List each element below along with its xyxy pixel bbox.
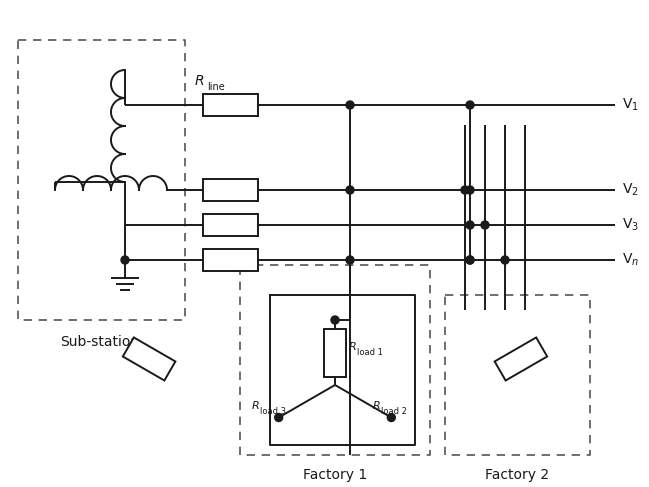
- Text: R: R: [373, 401, 381, 411]
- Bar: [202, 214, 258, 236]
- Circle shape: [466, 221, 474, 229]
- Circle shape: [466, 256, 474, 264]
- Circle shape: [466, 256, 474, 264]
- Text: V$_n$: V$_n$: [622, 252, 639, 268]
- Circle shape: [461, 186, 469, 194]
- Circle shape: [501, 256, 509, 264]
- Text: line: line: [207, 82, 225, 92]
- Text: load 3: load 3: [260, 407, 286, 416]
- Text: Sub-station: Sub-station: [60, 335, 140, 349]
- Bar: [202, 179, 258, 201]
- Circle shape: [346, 186, 354, 194]
- Text: V$_2$: V$_2$: [622, 182, 639, 198]
- Circle shape: [387, 413, 395, 422]
- Circle shape: [346, 256, 354, 264]
- Circle shape: [346, 101, 354, 109]
- Circle shape: [481, 221, 489, 229]
- Circle shape: [466, 186, 474, 194]
- Text: V$_3$: V$_3$: [622, 217, 639, 233]
- Bar: [202, 94, 258, 116]
- Circle shape: [331, 316, 339, 324]
- Text: R: R: [195, 74, 204, 88]
- Circle shape: [121, 256, 129, 264]
- Text: V$_1$: V$_1$: [622, 97, 639, 113]
- Text: load 2: load 2: [381, 407, 407, 416]
- Bar: [324, 329, 346, 376]
- Bar: [123, 337, 175, 380]
- Text: load 1: load 1: [357, 348, 383, 357]
- Text: R: R: [252, 401, 260, 411]
- Text: Factory 1: Factory 1: [303, 468, 367, 482]
- Text: Factory 2: Factory 2: [485, 468, 549, 482]
- Bar: [202, 249, 258, 271]
- Bar: [495, 337, 547, 380]
- Circle shape: [275, 413, 283, 422]
- Text: R: R: [349, 342, 357, 353]
- Circle shape: [466, 101, 474, 109]
